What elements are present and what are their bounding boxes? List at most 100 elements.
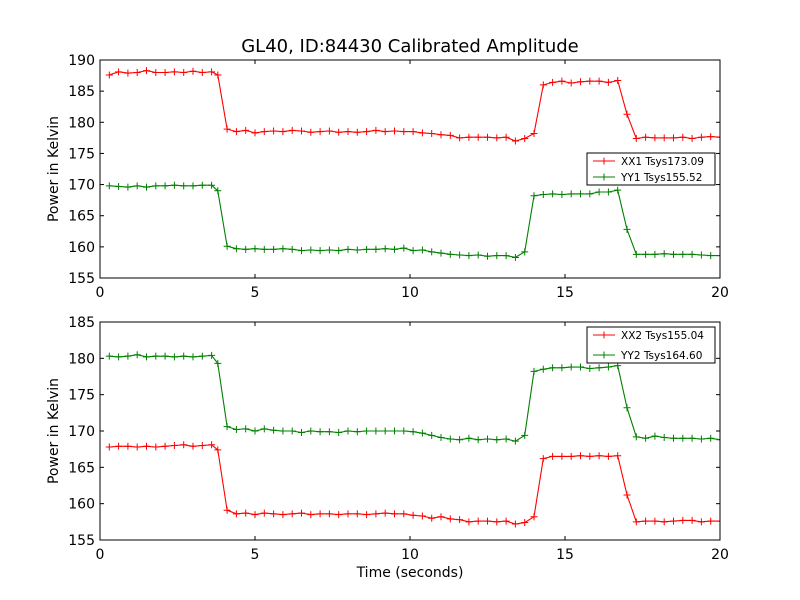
data-point-marker	[697, 518, 705, 526]
data-point-marker	[521, 519, 529, 527]
data-point-marker	[428, 431, 436, 439]
data-point-marker	[558, 191, 566, 199]
data-point-marker	[372, 126, 380, 134]
data-point-marker	[251, 427, 259, 435]
data-point-marker	[152, 352, 160, 360]
data-point-marker	[521, 134, 529, 142]
data-point-marker	[549, 452, 557, 460]
data-point-marker	[325, 246, 333, 254]
data-point-marker	[251, 129, 259, 137]
data-point-marker	[198, 68, 206, 76]
data-point-marker	[716, 517, 720, 525]
data-point-marker	[242, 509, 250, 517]
data-point-marker	[502, 435, 510, 443]
data-point-marker	[279, 511, 287, 519]
data-point-marker	[198, 181, 206, 189]
data-point-marker	[124, 442, 132, 450]
data-point-marker	[288, 510, 296, 518]
data-point-marker	[143, 67, 150, 75]
data-point-marker	[189, 182, 197, 190]
data-point-marker	[335, 247, 343, 255]
x-tick-label: 20	[711, 547, 729, 563]
legend-swatch-marker	[600, 157, 608, 165]
y-tick-label: 155	[68, 533, 95, 549]
data-point-marker	[223, 125, 231, 133]
data-point-marker	[446, 250, 454, 258]
data-point-marker	[105, 352, 113, 360]
series-line	[109, 444, 720, 525]
data-point-marker	[558, 77, 566, 85]
data-point-marker	[344, 128, 352, 136]
data-point-marker	[198, 352, 206, 360]
data-point-marker	[679, 250, 687, 258]
data-point-marker	[586, 452, 594, 460]
data-point-marker	[170, 68, 178, 76]
data-point-marker	[651, 250, 659, 258]
data-point-marker	[688, 516, 696, 524]
data-point-marker	[558, 364, 566, 372]
series-2	[105, 351, 720, 445]
data-point-marker	[577, 190, 584, 198]
data-point-marker	[567, 363, 575, 371]
data-point-marker	[260, 425, 268, 433]
data-point-marker	[446, 515, 454, 523]
data-point-marker	[232, 510, 240, 518]
data-point-marker	[688, 434, 696, 442]
legend: XX2 Tsys155.04 YY2 Tsys164.60	[586, 326, 716, 364]
data-point-marker	[623, 404, 631, 412]
data-point-marker	[170, 353, 178, 361]
data-point-marker	[511, 253, 519, 261]
chart-title: GL40, ID:84430 Calibrated Amplitude	[241, 36, 579, 57]
x-tick-label: 10	[401, 285, 419, 301]
data-point-marker	[353, 510, 361, 518]
data-point-marker	[651, 432, 659, 440]
data-point-marker	[456, 134, 464, 142]
data-point-marker	[586, 77, 594, 85]
data-point-marker	[623, 491, 631, 499]
data-point-marker	[133, 68, 141, 76]
data-point-marker	[335, 428, 343, 436]
data-point-marker	[484, 252, 491, 260]
data-point-marker	[539, 365, 547, 373]
data-point-marker	[688, 250, 696, 258]
data-point-marker	[223, 242, 231, 250]
data-point-marker	[549, 78, 557, 86]
data-point-marker	[214, 359, 222, 367]
data-point-marker	[143, 353, 150, 361]
data-point-marker	[651, 134, 659, 142]
legend-label: YY2 Tsys164.60	[620, 350, 702, 362]
data-point-marker	[170, 442, 178, 450]
data-point-marker	[707, 517, 715, 525]
data-point-marker	[223, 423, 231, 431]
y-tick-label: 185	[68, 315, 95, 331]
data-point-marker	[208, 181, 216, 189]
data-point-marker	[270, 127, 278, 135]
data-point-marker	[586, 190, 594, 198]
data-point-marker	[298, 428, 305, 436]
data-point-marker	[623, 225, 631, 233]
data-point-marker	[660, 518, 668, 526]
data-point-marker	[381, 427, 389, 435]
data-point-marker	[279, 245, 287, 253]
x-tick-label: 15	[556, 285, 574, 301]
data-point-marker	[344, 245, 352, 253]
data-point-marker	[325, 127, 333, 135]
legend-label: XX2 Tsys155.04	[621, 330, 704, 342]
data-point-marker	[437, 249, 445, 257]
data-point-marker	[642, 250, 650, 258]
data-point-marker	[465, 434, 473, 442]
data-point-marker	[124, 183, 132, 191]
data-point-marker	[604, 452, 612, 460]
data-point-marker	[493, 518, 501, 526]
data-point-marker	[270, 510, 278, 518]
data-point-marker	[456, 251, 464, 259]
data-point-marker	[428, 129, 436, 137]
data-point-marker	[335, 128, 343, 136]
y-tick-label: 160	[68, 497, 95, 513]
data-point-marker	[511, 520, 519, 528]
data-point-marker	[632, 134, 640, 142]
y-tick-label: 175	[68, 146, 95, 162]
data-point-marker	[484, 517, 491, 525]
series-2	[105, 181, 720, 261]
